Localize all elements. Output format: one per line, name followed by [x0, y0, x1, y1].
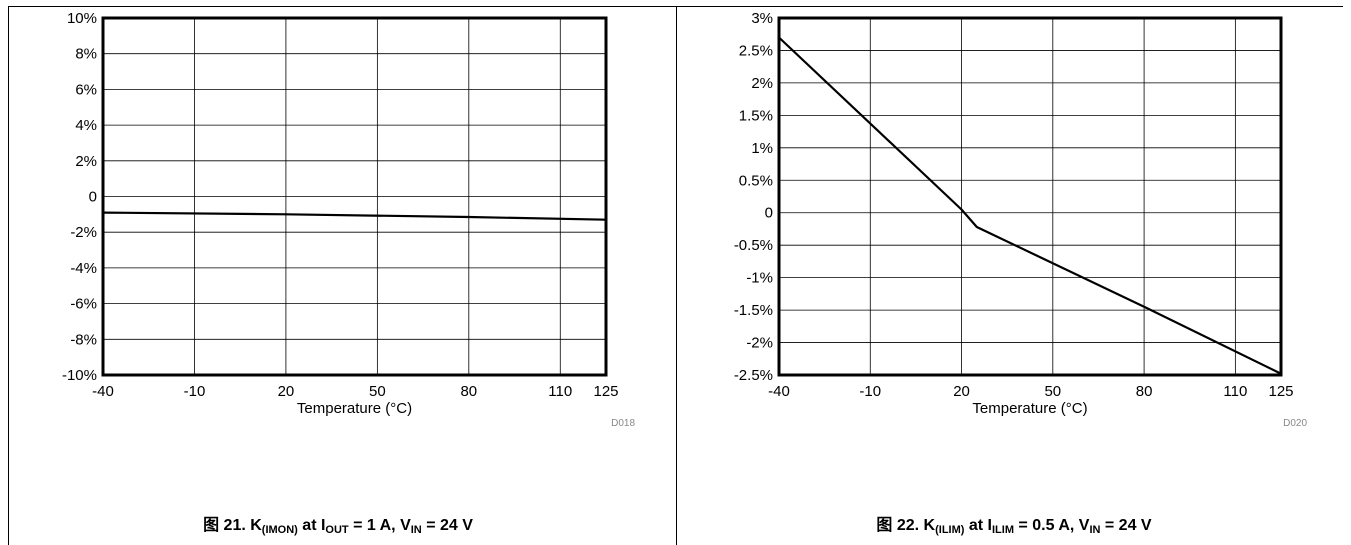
y-tick-label: -10%	[62, 367, 97, 384]
x-tick-label: 20	[278, 383, 295, 400]
y-tick-label: 1%	[751, 140, 773, 157]
plot-frame	[101, 16, 608, 377]
y-tick-label: -2%	[70, 224, 97, 241]
page-left-rule	[8, 6, 9, 545]
y-tick-label: -0.5%	[734, 237, 773, 254]
y-tick-label: -1%	[746, 270, 773, 287]
y-tick-label: -4%	[70, 260, 97, 277]
y-tick-label: -2.5%	[734, 367, 773, 384]
x-tick-label: 50	[369, 383, 386, 400]
x-tick-label: 110	[548, 383, 572, 400]
series-line	[102, 211, 607, 221]
figure-22-panel: 3% 2.5% 2% 1.5% 1% 0.5% 0 -0.5% -1% -1.5% -2% -2.5%…	[677, 0, 1351, 545]
y-tick-label: 2%	[75, 153, 97, 170]
y-tick-label: -8%	[70, 331, 97, 348]
y-tick-label: -6%	[70, 296, 97, 313]
gridlines	[779, 18, 1281, 375]
y-tick-label: 10%	[67, 10, 97, 27]
x-tick-label: 125	[593, 383, 618, 400]
y-tick-label: 0.5%	[739, 172, 773, 189]
x-tick-label: -10	[184, 383, 206, 400]
y-tick-label: 1.5%	[739, 107, 773, 124]
y-tick-label: 8%	[75, 46, 97, 63]
y-tick-label: 2.5%	[739, 42, 773, 59]
series-line	[778, 36, 1282, 375]
x-tick-label: -40	[768, 383, 790, 400]
figure-id-label: D020	[1283, 418, 1307, 429]
figure-22-caption: 图 22. K(ILIM) at IILIM = 0.5 A, VIN = 24…	[876, 517, 1152, 536]
figure-21-caption: 图 21. K(IMON) at IOUT = 1 A, VIN = 24 V	[203, 517, 473, 536]
x-tick-label: 20	[953, 383, 970, 400]
x-tick-label: -10	[859, 383, 881, 400]
y-tick-label: -2%	[746, 335, 773, 352]
y-tick-label: 2%	[751, 75, 773, 92]
x-tick-label: 50	[1044, 383, 1061, 400]
kilim-chart: 3% 2.5% 2% 1.5% 1% 0.5% 0 -0.5% -1% -1.5% -2% -2.5%…	[734, 10, 1308, 429]
x-tick-label: -40	[92, 383, 114, 400]
panel-divider	[676, 6, 677, 545]
gridlines	[103, 18, 606, 375]
x-tick-label: 80	[1136, 383, 1153, 400]
y-tick-label: -1.5%	[734, 302, 773, 319]
x-axis-title: Temperature (°C)	[297, 400, 412, 417]
figure-21-panel: 10% 8% 6% 4% 2% 0 -2% -4% -6% -8% -10% -40 -10 20 50 80…	[62, 10, 635, 536]
y-tick-label: 3%	[751, 10, 773, 27]
x-axis-title: Temperature (°C)	[972, 400, 1087, 417]
figure-id-label: D018	[611, 418, 635, 429]
x-tick-label: 110	[1223, 383, 1247, 400]
kimon-chart: 10% 8% 6% 4% 2% 0 -2% -4% -6% -8% -10%-40 -10 20 50 80…	[62, 10, 635, 429]
y-tick-label: 0	[89, 189, 97, 206]
y-tick-label: 4%	[75, 117, 97, 134]
y-tick-label: 6%	[75, 81, 97, 98]
y-tick-label: 0	[765, 205, 773, 222]
x-tick-label: 80	[460, 383, 477, 400]
x-tick-label: 125	[1268, 383, 1293, 400]
plot-frame	[777, 16, 1283, 377]
page-top-rule	[8, 6, 1343, 7]
